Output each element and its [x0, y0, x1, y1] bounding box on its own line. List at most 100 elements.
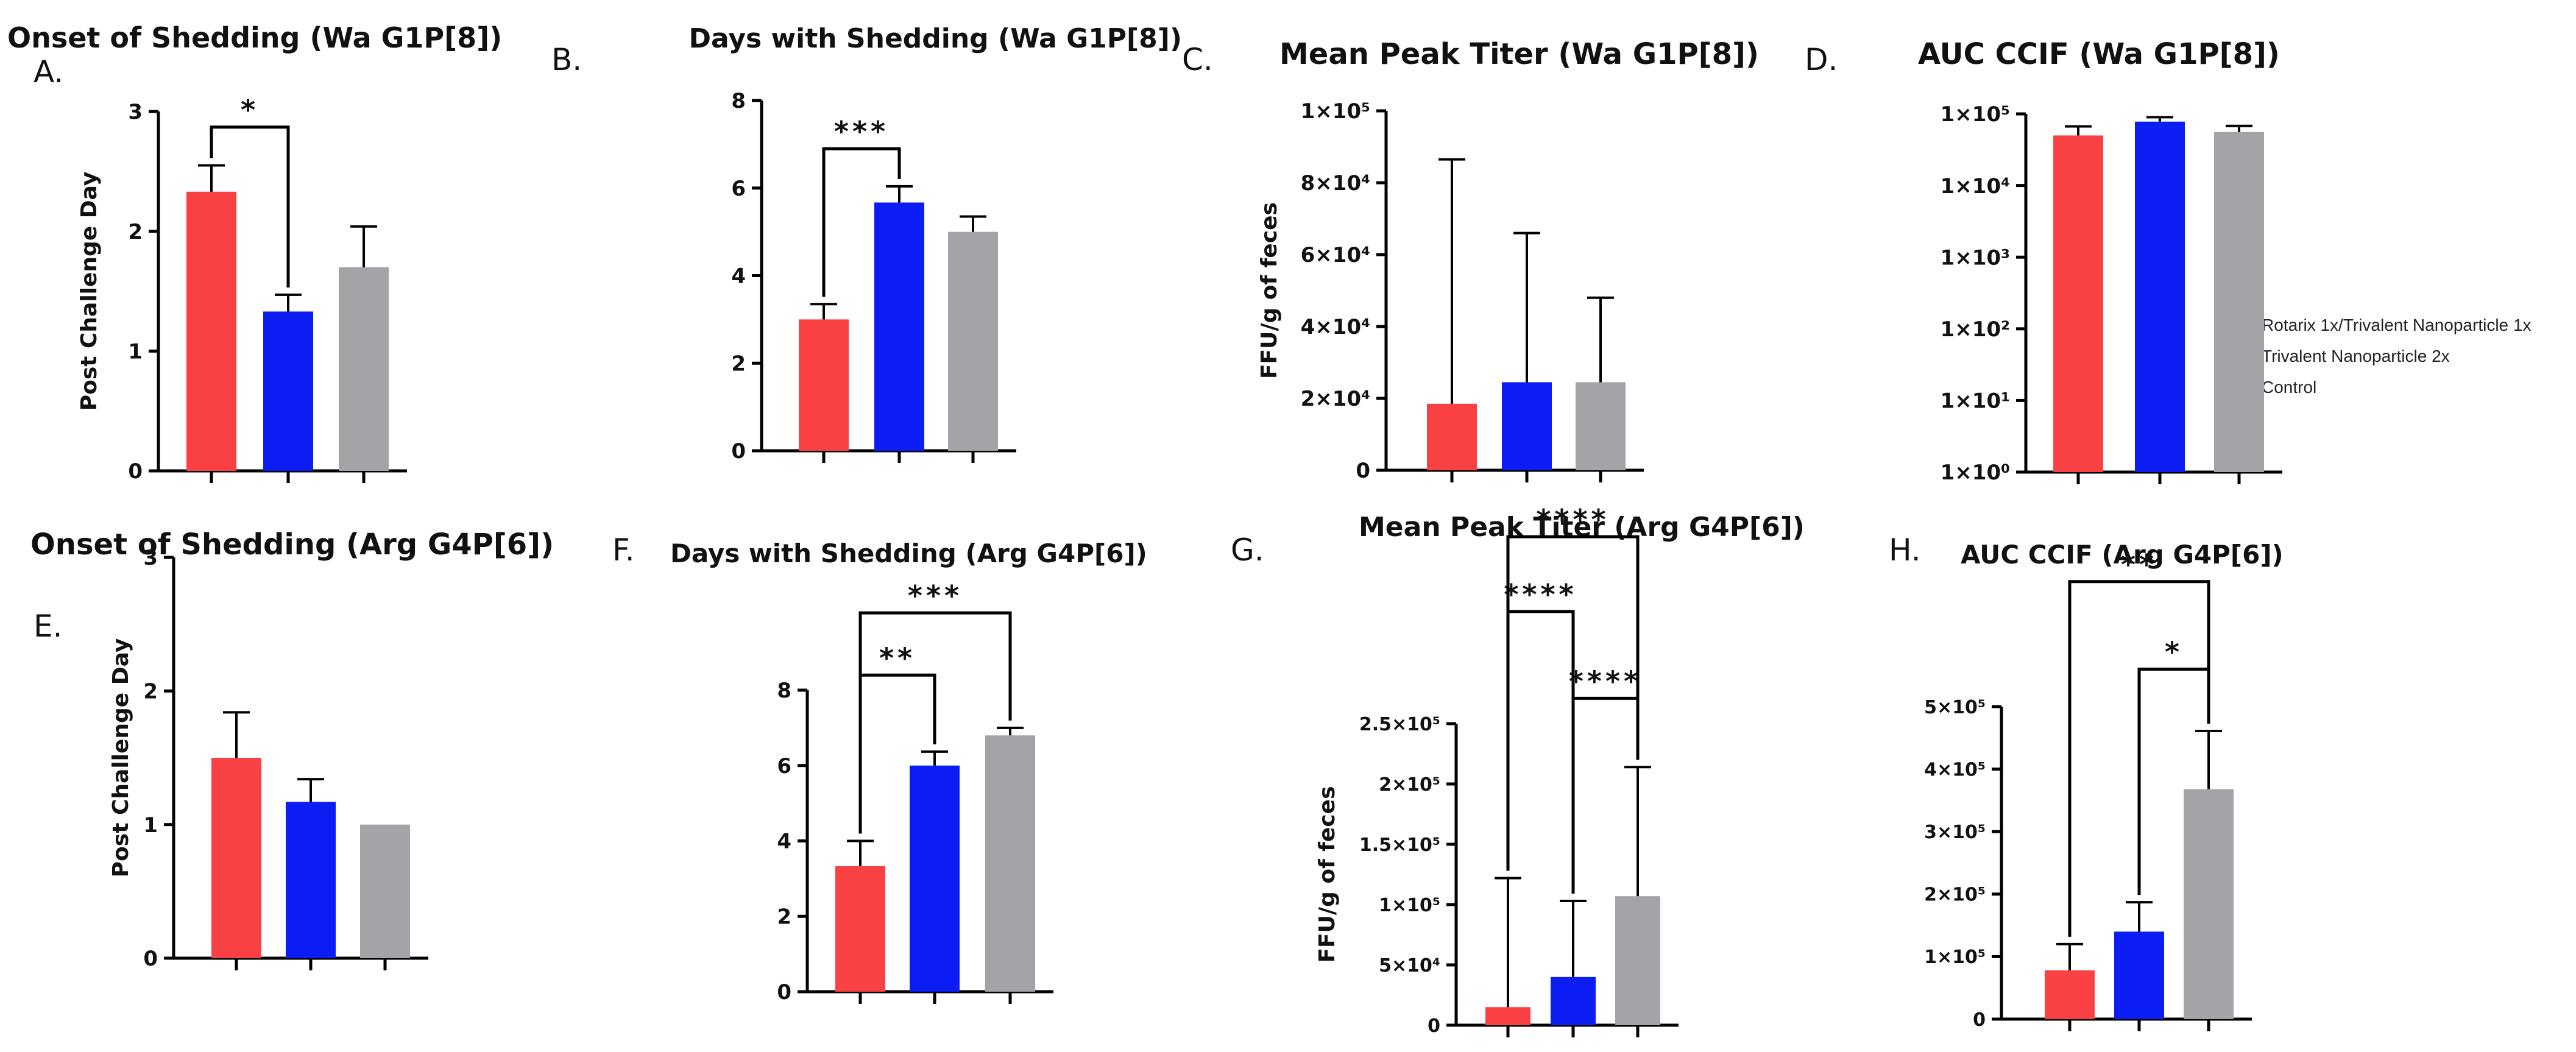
bar	[948, 231, 998, 451]
y-tick-label: 1×10⁴	[1941, 174, 2010, 199]
panel-label: F.	[612, 532, 635, 568]
significance-bracket	[822, 147, 901, 297]
legend-label: Rotarix 1x/Trivalent Nanoparticle 1x	[2262, 316, 2531, 334]
bar	[2114, 931, 2164, 1019]
panel-g: Mean Peak Titer (Arg G4P[6])G.05×10⁴1×10…	[1231, 503, 1805, 1037]
legend: Rotarix 1x/Trivalent Nanoparticle 1x Triv…	[2232, 315, 2531, 397]
y-tick-label: 4	[777, 830, 791, 854]
panel-label: E.	[34, 609, 63, 644]
bar	[1502, 382, 1552, 470]
chart-title: Days with Shedding (Arg G4P[6])	[670, 538, 1147, 568]
y-tick-label: 0	[777, 980, 791, 1004]
y-tick-label: 1×10³	[1941, 245, 2010, 270]
bar	[186, 191, 236, 471]
y-tick-label: 1	[143, 813, 158, 838]
significance-label: ****	[1504, 578, 1577, 611]
y-tick-label: 1×10²	[1941, 317, 2010, 342]
bar	[1576, 382, 1626, 470]
significance-label: ****	[1569, 665, 1642, 697]
y-tick-label: 2×10⁴	[1301, 387, 1370, 411]
bar	[2135, 121, 2185, 472]
bar	[985, 735, 1035, 992]
y-tick-label: 0	[731, 439, 746, 464]
bar	[2053, 135, 2103, 472]
y-tick-label: 4	[731, 264, 746, 289]
y-tick-label: 6	[731, 177, 746, 201]
y-tick-label: 1×10⁵	[1924, 947, 1986, 968]
legend-label: Control	[2262, 378, 2316, 397]
significance-label: ***	[908, 579, 963, 612]
chart-title: Days with Shedding (Wa G1P[8])	[688, 23, 1182, 54]
panel-label: B.	[551, 42, 582, 77]
y-tick-label: 2	[777, 905, 791, 929]
panel-h: AUC CCIF (Arg G4P[6]) H. 0 1×10⁵ 2×10⁵ 3×10⁵ 4…	[1889, 532, 2284, 1031]
y-tick-label: 0	[1356, 459, 1370, 483]
y-tick-label: 3	[143, 546, 158, 570]
y-tick-label: 1×10⁵	[1941, 102, 2010, 127]
bar	[360, 824, 410, 958]
significance-bracket	[1506, 610, 1575, 894]
y-tick-label: 8	[731, 89, 746, 113]
significance-bracket	[1571, 696, 1640, 894]
y-tick-label: 6×10⁴	[1301, 243, 1370, 267]
y-tick-label: 2×10⁵	[1379, 774, 1440, 796]
bar	[874, 202, 924, 451]
y-tick-label: 8	[777, 679, 791, 703]
bar	[799, 319, 849, 451]
panel-e: Onset of Shedding (Arg G4P[6]) E. 0 1 2 3 Post…	[30, 528, 554, 971]
y-tick-label: 6	[777, 754, 791, 778]
bar	[211, 758, 261, 958]
significance-label: *	[241, 94, 259, 127]
bar	[339, 267, 389, 471]
legend-label: Trivalent Nanoparticle 2x	[2262, 347, 2450, 365]
significance-bracket	[210, 125, 290, 288]
significance-bracket	[2068, 580, 2210, 937]
y-tick-label: 1×10⁵	[1301, 99, 1370, 124]
legend-item: Rotarix 1x/Trivalent Nanoparticle 1x	[2232, 315, 2531, 334]
bar	[1427, 403, 1477, 470]
bar	[2045, 970, 2095, 1019]
panel-c: Mean Peak Titer (Wa G1P[8]) C. 0 2×10⁴ 4×10⁴…	[1182, 37, 1759, 483]
y-tick-label: 3	[128, 100, 143, 124]
chart-title: AUC CCIF (Wa G1P[8])	[1918, 37, 2280, 71]
bar	[1551, 976, 1596, 1025]
y-tick-label: 2	[128, 220, 143, 244]
bar	[910, 765, 960, 992]
chart-title: AUC CCIF (Arg G4P[6])	[1961, 540, 2284, 570]
y-tick-label: 5×10⁴	[1379, 955, 1440, 976]
panel-b: Days with Shedding (Wa G1P[8]) B. 0 2 4 6 8 ***	[551, 23, 1182, 464]
panel-d: AUC CCIF (Wa G1P[8]) D. 1×10⁰ 1×10¹ 1×10² 1×1…	[1805, 37, 2282, 485]
y-tick-label: 1	[128, 340, 143, 364]
panel-label: C.	[1182, 42, 1213, 77]
y-tick-label: 1.5×10⁵	[1359, 835, 1440, 856]
significance-label: ****	[1536, 503, 1609, 536]
bar	[2214, 132, 2264, 472]
y-tick-label: 2×10⁵	[1924, 884, 1986, 906]
y-tick-label: 2	[731, 351, 746, 376]
bar	[2184, 789, 2234, 1019]
chart-title: Onset of Shedding (Wa G1P[8])	[7, 21, 502, 54]
y-tick-label: 2	[143, 680, 158, 704]
significance-bracket	[858, 611, 1012, 834]
panel-label: H.	[1889, 532, 1921, 568]
y-tick-label: 1×10⁰	[1941, 461, 2010, 485]
y-axis-label: FFU/g of feces	[1315, 786, 1340, 962]
y-tick-label: 2.5×10⁵	[1359, 714, 1440, 735]
bar	[286, 802, 336, 958]
y-tick-label: 5×10⁵	[1924, 697, 1986, 718]
y-tick-label: 3×10⁵	[1924, 822, 1986, 843]
significance-label: **	[879, 641, 916, 674]
y-tick-label: 0	[143, 947, 158, 971]
bar	[835, 866, 885, 992]
panel-label: D.	[1805, 42, 1838, 77]
y-tick-label: 4×10⁴	[1301, 315, 1370, 339]
significance-label: *	[2165, 635, 2183, 668]
chart-title: Mean Peak Titer (Wa G1P[8])	[1279, 37, 1759, 71]
significance-label: ***	[834, 115, 889, 148]
significance-bracket	[1506, 535, 1640, 871]
y-tick-label: 8×10⁴	[1301, 171, 1370, 196]
significance-bracket	[2137, 667, 2210, 895]
legend-item: Trivalent Nanoparticle 2x	[2232, 346, 2450, 365]
significance-label: **	[2121, 548, 2157, 581]
